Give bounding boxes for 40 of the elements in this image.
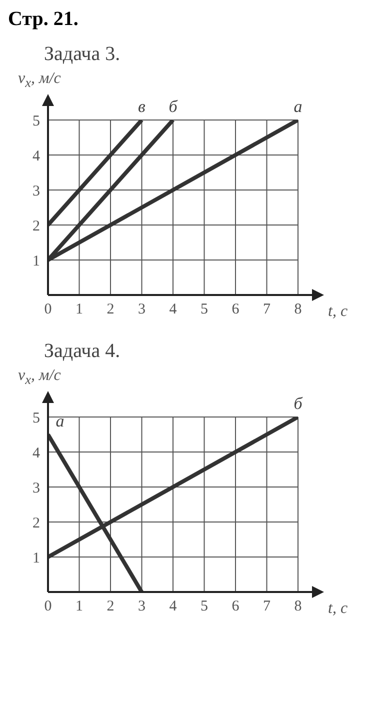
x-tick-label: 1 bbox=[76, 302, 83, 318]
y-axis-title: v$_{x}$, м/с bbox=[18, 70, 61, 92]
x-tick-label: 0 bbox=[44, 598, 52, 615]
y-tick-label: 1 bbox=[32, 253, 40, 270]
x-axis-title: t, с bbox=[328, 600, 348, 618]
y-tick-label: 4 bbox=[32, 445, 40, 462]
y-tick-label: 5 bbox=[32, 113, 40, 130]
x-tick-label: 2 bbox=[106, 302, 114, 318]
y-tick-label: 2 bbox=[32, 515, 40, 532]
x-tick-label: 3 bbox=[138, 598, 146, 615]
series-label: б bbox=[168, 97, 178, 116]
x-tick-label: 5 bbox=[200, 598, 208, 615]
series-label: б bbox=[294, 394, 303, 413]
y-axis-title: v$_{x}$, м/с bbox=[18, 367, 61, 388]
x-tick-label: 3 bbox=[138, 302, 146, 318]
x-axis-title: t, с bbox=[328, 303, 348, 321]
series-label: в bbox=[138, 97, 146, 116]
y-tick-label: 5 bbox=[32, 410, 40, 426]
x-tick-label: 6 bbox=[232, 598, 240, 615]
y-tick-label: 4 bbox=[32, 148, 40, 164]
series-label: а bbox=[56, 412, 64, 430]
x-tick-label: 7 bbox=[263, 302, 271, 318]
x-tick-label: 7 bbox=[263, 598, 271, 615]
series-label: а bbox=[294, 97, 302, 116]
x-tick-label: 6 bbox=[232, 302, 240, 318]
x-tick-label: 8 bbox=[294, 598, 302, 615]
chart-title: Задача 4. bbox=[44, 340, 122, 363]
y-tick-label: 3 bbox=[32, 183, 40, 200]
y-tick-label: 1 bbox=[32, 550, 40, 566]
x-tick-label: 0 bbox=[44, 302, 52, 318]
text: Стр. 21. bbox=[8, 8, 80, 31]
chart-title: Задача 3. bbox=[44, 43, 122, 66]
x-tick-label: 1 bbox=[76, 598, 83, 615]
y-tick-label: 2 bbox=[32, 218, 40, 234]
x-tick-label: 5 bbox=[200, 302, 208, 318]
x-tick-label: 4 bbox=[169, 302, 178, 318]
x-tick-label: 8 bbox=[294, 302, 302, 318]
y-tick-label: 3 bbox=[32, 480, 40, 496]
x-tick-label: 2 bbox=[106, 598, 114, 615]
x-tick-label: 4 bbox=[169, 598, 178, 615]
